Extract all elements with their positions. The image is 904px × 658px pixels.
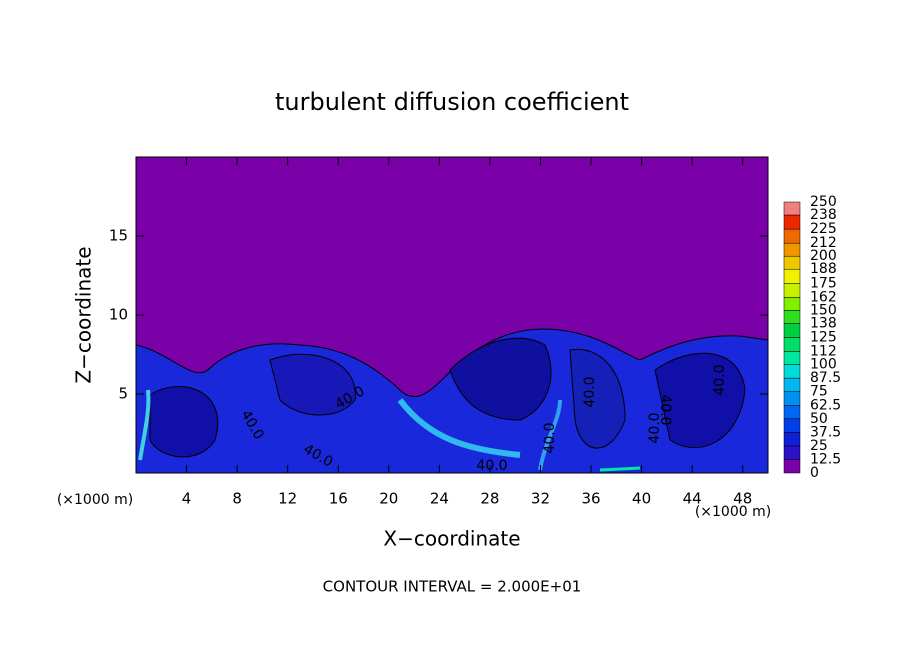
colorbar-label: 212 [810, 235, 837, 251]
field [135, 156, 769, 474]
contour-label: 40.0 [647, 412, 663, 443]
colorbar-band [783, 391, 801, 406]
colorbar-band [783, 255, 801, 270]
colorbar-band [783, 351, 801, 365]
colorbar-band [783, 283, 801, 298]
colorbar-band [783, 201, 801, 216]
colorbar-label: 200 [810, 248, 837, 264]
colorbar-label: 162 [810, 289, 837, 305]
contour-label: 40.0 [657, 394, 673, 425]
colorbar-band [783, 214, 801, 230]
colorbar-label: 125 [810, 330, 837, 346]
y-tick-label: 10 [109, 306, 128, 324]
colorbar-label: 25 [810, 438, 828, 454]
colorbar-band [783, 242, 801, 257]
y-axis-label: Z−coordinate [72, 246, 96, 383]
colorbar-label: 37.5 [810, 424, 841, 440]
colorbar-label: 50 [810, 411, 828, 427]
x-tick-label: 24 [430, 490, 449, 508]
colorbar-label: 75 [810, 384, 828, 400]
contour-label: 40.0 [712, 364, 728, 395]
footer: CONTOUR INTERVAL = 2.000E+01 [323, 578, 582, 596]
colorbar-band [783, 297, 801, 311]
colorbar-band [783, 337, 801, 352]
colorbar-label: 225 [810, 221, 837, 237]
colorbar-band [783, 432, 801, 447]
x-axis-label: X−coordinate [383, 527, 520, 551]
x-tick-label: 44 [683, 490, 702, 508]
contour-label: 40.0 [476, 458, 507, 474]
colorbar-band [783, 323, 801, 338]
colorbar-band [783, 445, 801, 460]
x-tick-label: 36 [581, 490, 600, 508]
colorbar-band [783, 405, 801, 420]
colorbar-label: 100 [810, 357, 837, 373]
colorbar-band [783, 459, 801, 474]
x-tick-label: 20 [379, 490, 398, 508]
colorbar-band [783, 377, 801, 392]
colorbar-band [783, 310, 801, 324]
x-unit-label: (×1000 m) [57, 492, 133, 508]
x-tick-label: 28 [480, 490, 499, 508]
y-tick-label: 5 [118, 385, 128, 403]
colorbar-label: 188 [810, 261, 837, 277]
x-unit-label: (×1000 m) [695, 504, 771, 520]
colorbar-band [783, 364, 801, 379]
x-tick-label: 8 [232, 490, 242, 508]
colorbar-band [783, 418, 801, 433]
x-tick-label: 48 [733, 490, 752, 508]
colorbar-label: 87.5 [810, 370, 841, 386]
chart-title: turbulent diffusion coefficient [275, 88, 629, 116]
x-tick-label: 12 [278, 490, 297, 508]
y-tick-label: 15 [109, 227, 128, 245]
x-tick-label: 32 [531, 490, 550, 508]
colorbar-label: 250 [810, 194, 837, 210]
colorbar-label: 0 [810, 465, 819, 481]
contour-label: 40.0 [582, 376, 598, 407]
colorbar-band [783, 268, 801, 284]
colorbar-label: 12.5 [810, 451, 841, 467]
x-tick-label: 16 [329, 490, 348, 508]
colorbar-label: 62.5 [810, 397, 841, 413]
contour-label: 40.0 [542, 422, 558, 453]
x-tick-label: 40 [632, 490, 651, 508]
colorbar-label: 138 [810, 315, 837, 331]
colorbar-label: 175 [810, 275, 837, 291]
colorbar-band [783, 228, 801, 244]
colorbar-label: 112 [810, 344, 837, 360]
colorbar-label: 150 [810, 302, 837, 318]
x-tick-label: 4 [182, 490, 192, 508]
colorbar-label: 238 [810, 207, 837, 223]
